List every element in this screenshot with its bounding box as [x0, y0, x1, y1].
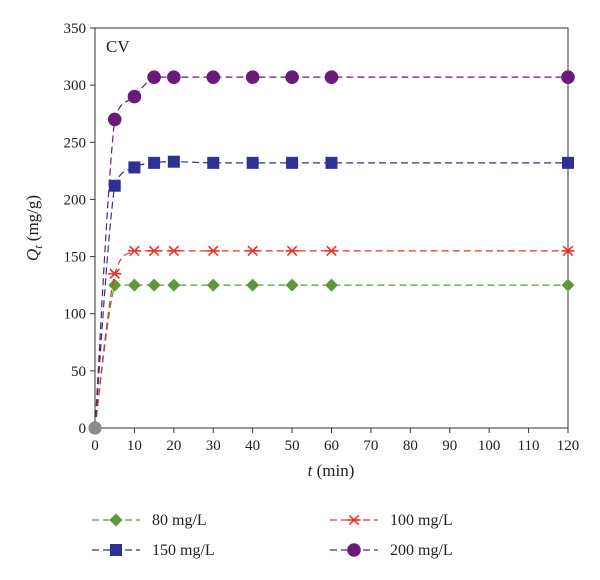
legend-marker — [109, 513, 123, 527]
data-point — [108, 278, 122, 292]
data-point — [561, 70, 575, 84]
y-tick-label: 200 — [64, 192, 87, 208]
data-point — [107, 112, 122, 127]
x-tick-label: 70 — [363, 438, 378, 454]
data-point — [167, 278, 181, 292]
data-point — [108, 179, 121, 192]
series-layer — [88, 70, 575, 435]
y-tick-label: 300 — [64, 78, 87, 94]
legend-label: 150 mg/L — [152, 542, 215, 559]
x-tick-label: 110 — [518, 438, 540, 454]
data-point — [206, 278, 220, 292]
legend-item: 150 mg/L — [92, 542, 215, 559]
x-axis: 0 10 20 30 40 50 60 70 80 90 100 110 120 — [91, 428, 579, 454]
data-point — [206, 70, 221, 84]
x-axis-title: t (min) — [308, 461, 355, 480]
y-tick-label: 100 — [64, 307, 87, 323]
x-tick-label: 20 — [166, 438, 181, 454]
data-point — [206, 245, 220, 257]
y-tick-label: 50 — [71, 364, 86, 380]
legend-item: 80 mg/L — [92, 512, 207, 529]
y-tick-label: 150 — [64, 250, 87, 266]
x-tick-label: 120 — [557, 438, 580, 454]
data-point — [128, 161, 141, 174]
legend-label: 80 mg/L — [152, 512, 207, 529]
data-point — [286, 156, 299, 169]
y-tick-label: 250 — [64, 135, 87, 151]
legend-label: 200 mg/L — [390, 542, 453, 559]
y-axis: 0 50 100 150 200 250 300 350 — [64, 21, 95, 437]
legend-marker — [347, 514, 361, 526]
x-tick-label: 50 — [285, 438, 300, 454]
plot-frame — [94, 27, 569, 429]
legend-label: 100 mg/L — [390, 512, 453, 529]
legend: 80 mg/L 100 mg/L 150 mg/L 200 mg/L — [92, 512, 453, 559]
data-point — [245, 70, 260, 84]
legend-marker — [347, 543, 361, 557]
data-point — [127, 245, 141, 257]
x-tick-label: 100 — [478, 438, 501, 454]
data-point — [285, 245, 299, 257]
y-axis-title: Qt (mg/g) — [23, 195, 45, 261]
data-point — [148, 156, 161, 169]
x-tick-label: 90 — [442, 438, 457, 454]
data-point — [127, 89, 142, 104]
data-point — [561, 245, 575, 257]
y-tick-label: 0 — [79, 421, 87, 437]
data-point — [324, 70, 339, 84]
x-tick-label: 30 — [206, 438, 221, 454]
legend-item: 100 mg/L — [330, 512, 453, 529]
data-point — [325, 245, 338, 257]
data-point — [167, 245, 181, 257]
data-point — [285, 70, 299, 84]
series-line-3 — [94, 161, 568, 429]
data-point — [167, 155, 180, 168]
legend-marker — [110, 544, 122, 556]
data-point — [88, 421, 102, 435]
data-point — [147, 278, 161, 292]
x-tick-label: 0 — [91, 438, 99, 454]
data-point — [147, 70, 161, 84]
data-point — [562, 156, 574, 169]
series-line-4 — [94, 76, 568, 429]
x-tick-label: 10 — [127, 438, 142, 454]
y-tick-label: 350 — [64, 21, 87, 37]
data-point — [285, 278, 299, 292]
data-point — [325, 278, 338, 292]
x-tick-label: 40 — [245, 438, 260, 454]
data-point — [246, 278, 260, 292]
x-tick-label: 60 — [324, 438, 339, 454]
legend-item: 200 mg/L — [330, 542, 453, 559]
data-point — [167, 70, 181, 84]
data-point — [207, 156, 220, 169]
series-line-1 — [94, 284, 568, 429]
panel-annotation: CV — [106, 37, 130, 56]
data-point — [561, 278, 575, 292]
data-point — [246, 245, 260, 257]
data-point — [147, 245, 161, 257]
data-point — [127, 278, 141, 292]
data-point — [246, 156, 259, 169]
series-line-2 — [94, 250, 568, 429]
data-point — [325, 156, 338, 169]
data-point — [108, 268, 122, 279]
x-tick-label: 80 — [403, 438, 418, 454]
